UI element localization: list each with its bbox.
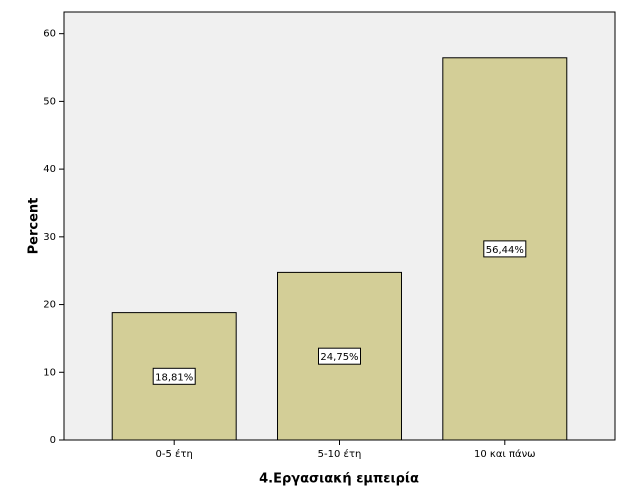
y-axis-title: Percent (27, 198, 42, 255)
y-tick-label: 0 (50, 435, 56, 446)
value-label-box (483, 240, 527, 258)
value-label-box (152, 367, 196, 385)
y-tick-label: 20 (43, 300, 56, 311)
x-tick-label: 10 και πάνω (474, 448, 536, 460)
value-label-box (318, 347, 361, 365)
y-tick-label: 30 (43, 232, 56, 243)
y-tick-label: 40 (43, 164, 56, 175)
value-label: 18,81% (155, 372, 193, 383)
y-tick-label: 60 (43, 29, 56, 40)
x-axis-title: 4.Εργασιακή εμπειρία (259, 472, 419, 487)
y-tick-label: 50 (43, 96, 56, 107)
x-tick-label: 0-5 έτη (156, 448, 193, 460)
value-label: 56,44% (486, 245, 524, 256)
x-tick-label: 5-10 έτη (318, 448, 362, 460)
value-label: 24,75% (320, 352, 358, 363)
y-tick-label: 10 (43, 367, 56, 378)
